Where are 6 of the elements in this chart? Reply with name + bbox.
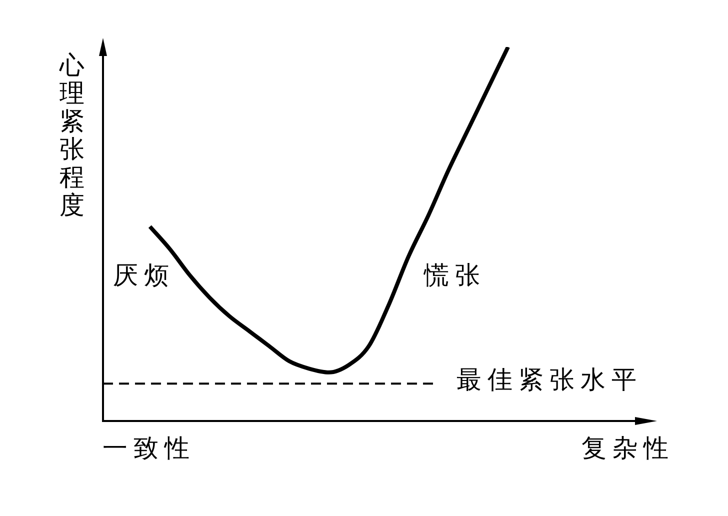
annotation: 慌张 [423,262,480,290]
ref-line-label: 最佳紧张水平 [456,367,636,394]
text: 一致性 [102,436,190,463]
y-axis-title: 心理紧张程度 [58,52,84,220]
x-axis-title: 复杂性 [582,436,668,463]
annotation: 厌烦 [113,262,170,290]
